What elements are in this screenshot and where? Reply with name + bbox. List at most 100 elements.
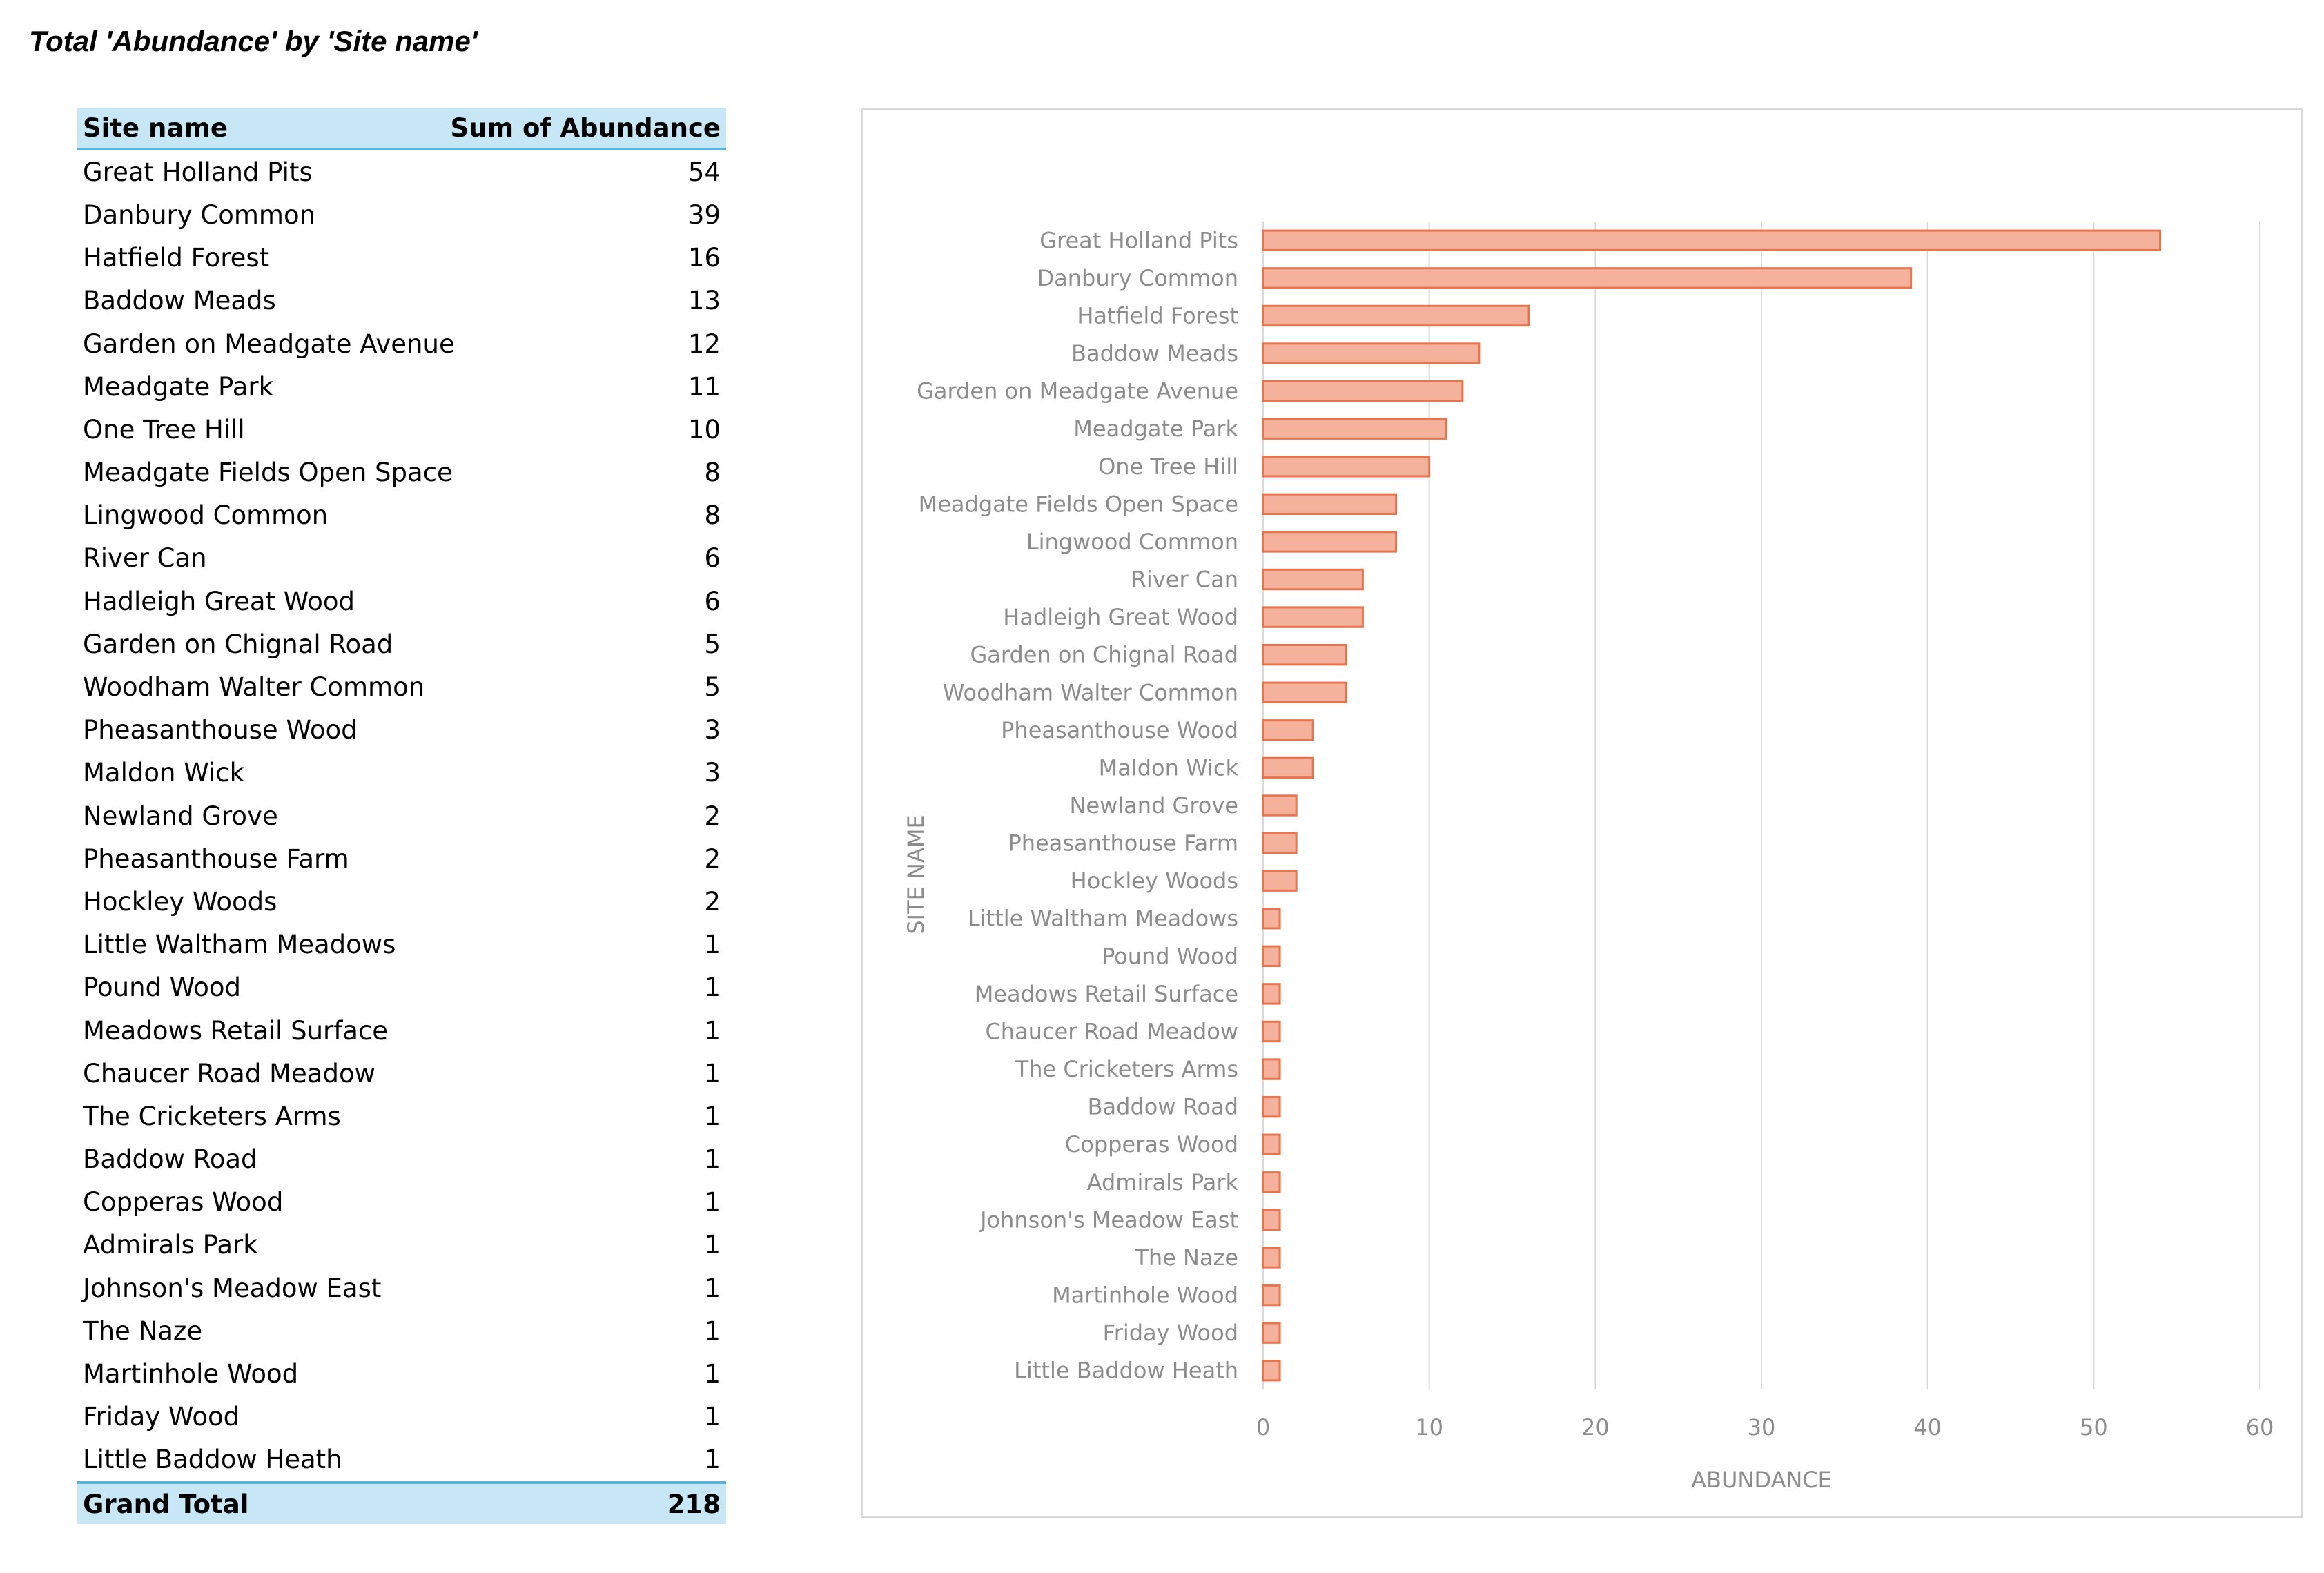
bar bbox=[1262, 456, 1431, 478]
table-row[interactable]: Chaucer Road Meadow 1 bbox=[77, 1052, 726, 1095]
site-name-cell: River Can bbox=[83, 543, 207, 574]
site-name-cell: Admirals Park bbox=[83, 1230, 258, 1260]
table-row[interactable]: Hockley Woods 2 bbox=[77, 880, 726, 923]
table-row[interactable]: Danbury Common 39 bbox=[77, 193, 726, 236]
site-name-cell: Baddow Meads bbox=[83, 286, 276, 316]
table-row[interactable]: Admirals Park 1 bbox=[77, 1224, 726, 1267]
bar bbox=[1262, 304, 1530, 327]
category-label: One Tree Hill bbox=[1098, 453, 1238, 480]
abundance-cell: 39 bbox=[687, 199, 721, 230]
site-name-cell: One Tree Hill bbox=[83, 414, 245, 444]
table-row[interactable]: The Cricketers Arms 1 bbox=[77, 1095, 726, 1137]
table-row[interactable]: One Tree Hill 10 bbox=[77, 408, 726, 451]
table-row[interactable]: Pound Wood 1 bbox=[77, 966, 726, 1009]
site-name-cell: Newland Grove bbox=[83, 801, 278, 831]
table-row[interactable]: Garden on Meadgate Avenue 12 bbox=[77, 322, 726, 365]
table-row[interactable]: Baddow Road 1 bbox=[77, 1138, 726, 1181]
site-name-cell: Great Holland Pits bbox=[83, 157, 313, 187]
category-label: Newland Grove bbox=[1069, 792, 1238, 819]
grand-total-label: Grand Total bbox=[83, 1489, 249, 1519]
bar-chart: 0 10 20 30 40 50 60 Great Holland Pits Danbury C… bbox=[903, 222, 2274, 1493]
table-row[interactable]: Little Waltham Meadows 1 bbox=[77, 924, 726, 966]
table-row[interactable]: The Naze 1 bbox=[77, 1309, 726, 1352]
abundance-cell: 1 bbox=[704, 1359, 721, 1389]
table-row[interactable]: Johnson's Meadow East 1 bbox=[77, 1267, 726, 1309]
table-row[interactable]: Newland Grove 2 bbox=[77, 794, 726, 837]
bar bbox=[1262, 983, 1281, 1005]
site-name-cell: Martinhole Wood bbox=[83, 1359, 299, 1389]
category-label: Little Waltham Meadows bbox=[968, 906, 1238, 932]
abundance-cell: 5 bbox=[704, 672, 721, 703]
bar bbox=[1262, 1020, 1281, 1043]
abundance-cell: 2 bbox=[704, 886, 721, 917]
abundance-cell: 1 bbox=[704, 1058, 721, 1088]
bar bbox=[1262, 1247, 1281, 1269]
x-tick-label: 40 bbox=[1913, 1414, 1942, 1440]
header-sum-of-abundance[interactable]: Sum of Abundance bbox=[450, 113, 721, 143]
x-tick-label: 20 bbox=[1581, 1414, 1610, 1440]
abundance-cell: 1 bbox=[704, 1015, 721, 1046]
x-tick-label: 10 bbox=[1415, 1414, 1443, 1440]
site-name-cell: Pheasanthouse Farm bbox=[83, 843, 349, 874]
table-row[interactable]: Garden on Chignal Road 5 bbox=[77, 623, 726, 665]
table-row[interactable]: Meadgate Park 11 bbox=[77, 365, 726, 408]
bar bbox=[1262, 908, 1281, 930]
site-name-cell: Copperas Wood bbox=[83, 1187, 284, 1218]
grand-total-row: Grand Total 218 bbox=[77, 1481, 726, 1525]
table-row[interactable]: Hatfield Forest 16 bbox=[77, 237, 726, 280]
bar bbox=[1262, 1095, 1281, 1118]
table-row[interactable]: Friday Wood 1 bbox=[77, 1396, 726, 1438]
table-row[interactable]: Martinhole Wood 1 bbox=[77, 1352, 726, 1395]
category-label: Hatfield Forest bbox=[1077, 302, 1238, 329]
abundance-cell: 10 bbox=[687, 414, 721, 444]
category-label: Danbury Common bbox=[1037, 265, 1238, 291]
table-row[interactable]: Great Holland Pits 54 bbox=[77, 150, 726, 193]
table-row[interactable]: Meadows Retail Surface 1 bbox=[77, 1009, 726, 1052]
bar bbox=[1262, 1209, 1281, 1231]
category-label: Baddow Road bbox=[1088, 1094, 1238, 1120]
x-axis-title: ABUNDANCE bbox=[1691, 1467, 1832, 1493]
abundance-cell: 8 bbox=[704, 500, 721, 531]
bar bbox=[1262, 945, 1281, 968]
table-row[interactable]: River Can 6 bbox=[77, 537, 726, 580]
site-name-cell: Hockley Woods bbox=[83, 886, 277, 917]
bar bbox=[1262, 1360, 1281, 1382]
site-name-cell: Danbury Common bbox=[83, 199, 316, 230]
bar bbox=[1262, 832, 1298, 854]
site-name-cell: Little Baddow Heath bbox=[83, 1445, 342, 1475]
category-label: Little Baddow Heath bbox=[1014, 1358, 1238, 1384]
x-tick-label: 50 bbox=[2080, 1414, 2108, 1440]
abundance-cell: 1 bbox=[704, 1273, 721, 1303]
table-row[interactable]: Hadleigh Great Wood 6 bbox=[77, 580, 726, 623]
site-name-cell: Meadows Retail Surface bbox=[83, 1015, 389, 1046]
category-label: Woodham Walter Common bbox=[943, 679, 1238, 705]
site-name-cell: The Naze bbox=[83, 1316, 203, 1346]
category-label: Garden on Chignal Road bbox=[970, 642, 1238, 668]
abundance-cell: 54 bbox=[687, 157, 721, 187]
bar bbox=[1262, 1322, 1281, 1344]
site-name-cell: Hatfield Forest bbox=[83, 243, 270, 273]
header-site-name[interactable]: Site name bbox=[83, 113, 228, 143]
bar bbox=[1262, 418, 1447, 440]
table-row[interactable]: Woodham Walter Common 5 bbox=[77, 665, 726, 708]
site-name-cell: Meadgate Park bbox=[83, 371, 274, 402]
chart-area[interactable]: 0 10 20 30 40 50 60 Great Holland Pits Danbury C… bbox=[861, 108, 2303, 1518]
site-name-cell: Woodham Walter Common bbox=[83, 672, 425, 703]
table-row[interactable]: Pheasanthouse Wood 3 bbox=[77, 709, 726, 752]
abundance-cell: 1 bbox=[704, 1187, 721, 1218]
table-row[interactable]: Lingwood Common 8 bbox=[77, 494, 726, 537]
abundance-cell: 3 bbox=[704, 758, 721, 788]
abundance-cell: 1 bbox=[704, 930, 721, 960]
table-row[interactable]: Meadgate Fields Open Space 8 bbox=[77, 451, 726, 494]
table-row[interactable]: Pheasanthouse Farm 2 bbox=[77, 837, 726, 880]
table-row[interactable]: Copperas Wood 1 bbox=[77, 1181, 726, 1224]
table-row[interactable]: Little Baddow Heath 1 bbox=[77, 1438, 726, 1481]
abundance-cell: 2 bbox=[704, 843, 721, 874]
table-row[interactable]: Maldon Wick 3 bbox=[77, 752, 726, 794]
table-row[interactable]: Baddow Meads 13 bbox=[77, 280, 726, 322]
bar bbox=[1262, 568, 1364, 591]
y-axis-title: SITE NAME bbox=[903, 814, 929, 934]
site-name-cell: Pheasanthouse Wood bbox=[83, 715, 358, 745]
site-name-cell: Chaucer Road Meadow bbox=[83, 1058, 375, 1088]
abundance-cell: 1 bbox=[704, 1230, 721, 1260]
